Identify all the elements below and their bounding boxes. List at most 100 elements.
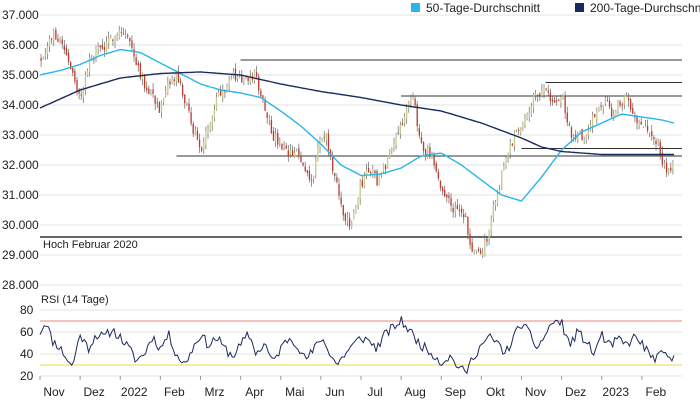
x-tick-label: Mai [285, 385, 304, 399]
candle-body [72, 67, 74, 73]
candle-body [344, 213, 347, 221]
x-tick-label: Aug [404, 385, 425, 399]
candle-body [629, 99, 632, 110]
candle-body [148, 88, 150, 95]
level-annotation: Hoch Februar 2020 [43, 239, 138, 251]
candle-body [332, 155, 334, 172]
candle-body [509, 143, 511, 155]
candle-body [384, 165, 387, 169]
candle-body [526, 114, 528, 120]
candle-body [122, 33, 125, 35]
candle-body [95, 47, 97, 58]
moving-average-layer [39, 48, 675, 202]
candle-body [594, 114, 596, 117]
candle-body [306, 170, 308, 173]
legend-label-ma50: 50-Tage-Durchschnitt [426, 1, 541, 15]
candle-body [146, 87, 148, 91]
candle-body [638, 122, 640, 126]
candle-body [608, 100, 611, 107]
candle-body [403, 116, 406, 124]
candle-body [610, 107, 613, 117]
candle-body [534, 93, 537, 96]
candle-body [247, 77, 249, 81]
candle-body [158, 102, 161, 113]
candle-body [600, 105, 602, 107]
candle-body [258, 76, 260, 91]
candle-body [133, 49, 135, 57]
candle-body [217, 92, 220, 97]
candle-body [179, 80, 182, 83]
candle-body [549, 92, 552, 102]
candle-body [642, 126, 644, 128]
candle-body [351, 221, 353, 228]
candle-body [456, 205, 459, 209]
candle-body [289, 150, 292, 155]
candle-body [203, 142, 205, 150]
candle-body [604, 98, 606, 104]
candle-body [88, 57, 91, 73]
candle-body [568, 123, 571, 126]
candle-body [640, 121, 642, 125]
candle-body [585, 135, 587, 140]
candle-body [167, 83, 169, 94]
candle-body [82, 88, 84, 98]
candle-body [78, 90, 80, 94]
candle-body [515, 130, 518, 132]
candle-body [154, 96, 156, 104]
candle-body [196, 130, 199, 140]
candle-body [262, 95, 264, 98]
candle-body [418, 128, 420, 136]
candle-body [171, 78, 173, 83]
candle-body [572, 136, 575, 138]
candle-body [194, 130, 196, 135]
candle-body [291, 150, 294, 156]
candle-body [93, 58, 95, 60]
candle-body [505, 157, 507, 167]
candle-body [198, 139, 201, 148]
candle-body [537, 94, 539, 96]
rsi-layer: RSI (14 Tage) [39, 294, 682, 375]
candle-body [260, 90, 262, 97]
candle-body [298, 148, 300, 156]
candle-body [321, 139, 323, 142]
candle-body [463, 214, 465, 218]
candle-body [253, 70, 256, 82]
candle-body [657, 142, 659, 144]
candle-body [579, 131, 581, 134]
x-tick-label: Feb [646, 385, 667, 399]
candle-body [348, 218, 351, 227]
candle-body [670, 167, 672, 171]
legend-swatch-ma50 [411, 3, 420, 12]
candle-body [342, 204, 344, 216]
candle-body [279, 141, 281, 143]
candle-body [602, 105, 604, 108]
rsi-tick-label: 20 [20, 369, 34, 383]
candle-body [488, 230, 490, 240]
candle-body [389, 149, 391, 158]
candle-body [530, 106, 532, 115]
x-tick-label: Dez [83, 385, 104, 399]
rsi-line [39, 316, 675, 375]
candle-body [408, 101, 410, 109]
candle-body [304, 166, 306, 171]
candle-body [486, 238, 488, 242]
candle-body [355, 206, 357, 214]
price-tick-label: 31.000 [2, 188, 39, 202]
candle-body [359, 181, 361, 199]
candle-body [274, 133, 277, 142]
candle-body [50, 38, 53, 40]
candle-body [226, 86, 228, 93]
candle-body [120, 31, 123, 33]
candle-body [405, 108, 408, 119]
candle-body [444, 189, 446, 197]
candle-body [503, 165, 505, 171]
candle-body [496, 194, 499, 204]
candle-body [372, 168, 374, 176]
candle-body [40, 58, 42, 61]
candle-body [67, 52, 70, 62]
candle-body [450, 198, 452, 206]
candle-body [340, 197, 342, 205]
candle-body [520, 127, 522, 134]
rsi-title: RSI (14 Tage) [41, 294, 109, 306]
candle-body [317, 146, 319, 161]
